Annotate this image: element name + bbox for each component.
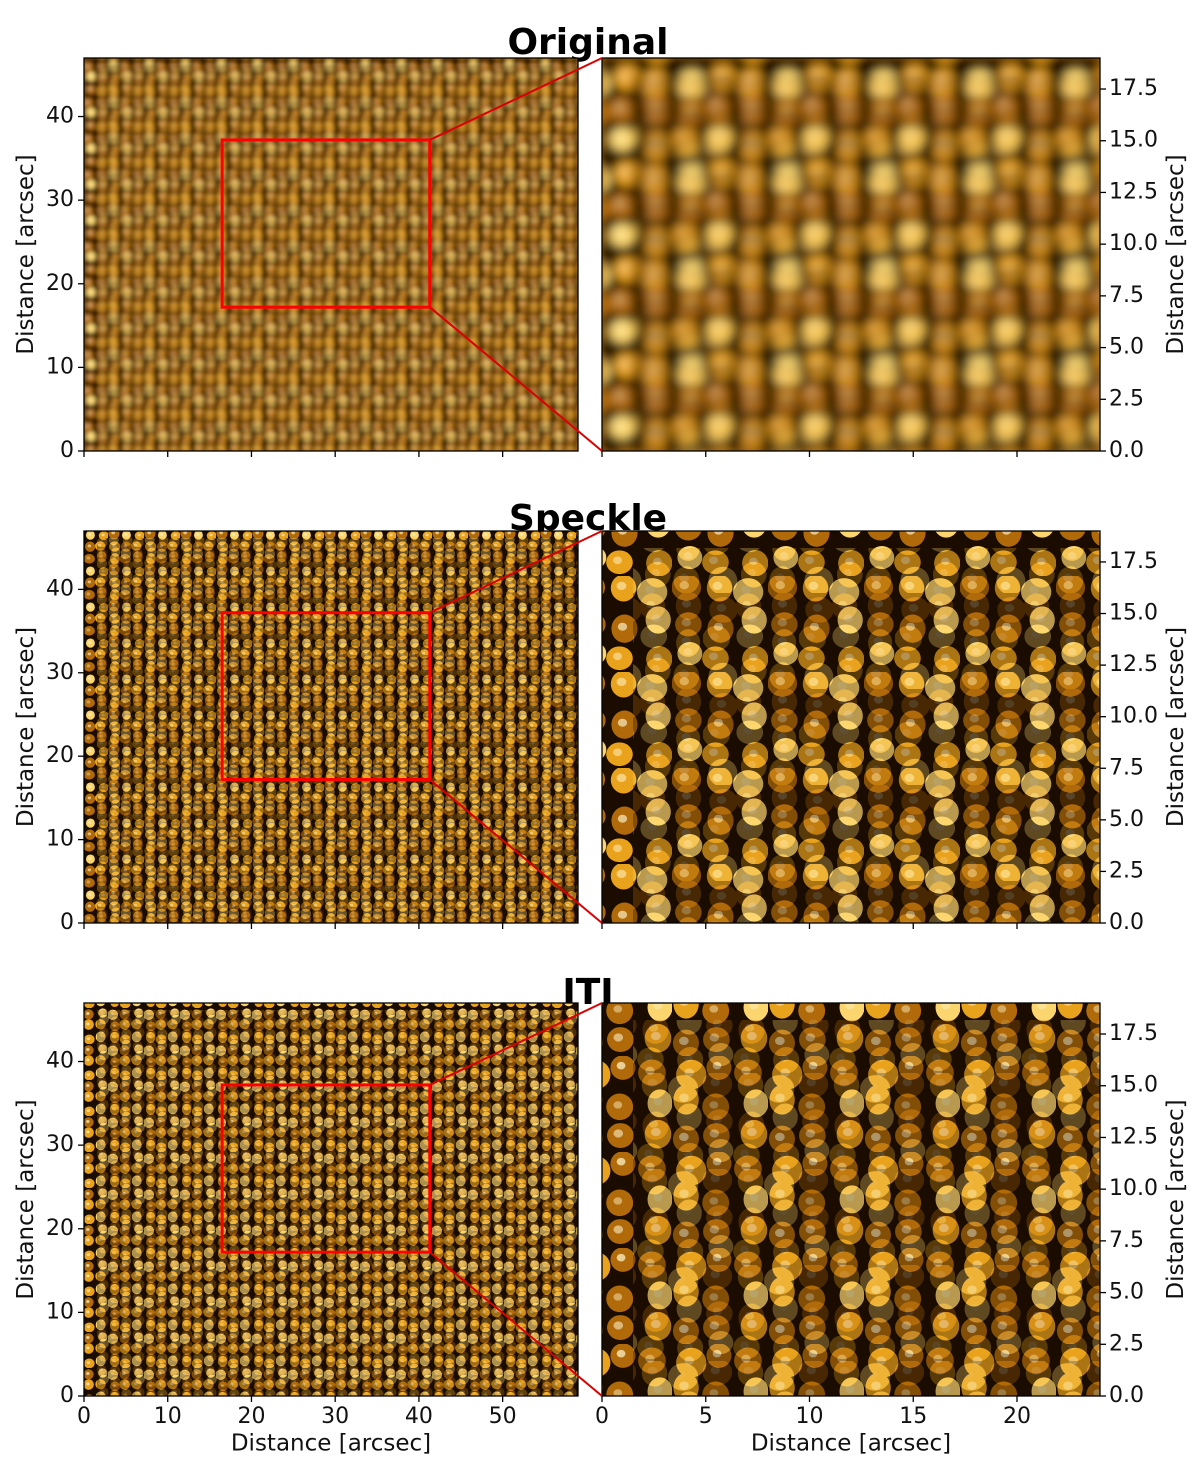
y-tick-label: 5.0	[1109, 1280, 1144, 1305]
y-tick-label: 17.5	[1109, 76, 1158, 101]
y-tick-label: 5.0	[1109, 335, 1144, 360]
zoom-connector-top	[429, 1002, 603, 1086]
zoom-connector-top	[429, 57, 603, 141]
right-y-axis-label: Distance [arcsec]	[1163, 627, 1189, 827]
x-tick-label: 0	[77, 1404, 91, 1429]
panel-iti: ITI0102030400.02.55.07.510.012.515.017.5…	[13, 972, 1189, 1457]
y-tick-label: 0.0	[1109, 910, 1144, 935]
y-tick-label: 10.0	[1109, 1176, 1158, 1201]
x-tick-label: 20	[1003, 1404, 1031, 1429]
y-tick-label: 7.5	[1109, 1228, 1144, 1253]
x-tick-label: 30	[321, 1404, 349, 1429]
y-tick-label: 0.0	[1109, 438, 1144, 463]
y-tick-label: 12.5	[1109, 179, 1158, 204]
y-tick-label: 40	[46, 576, 74, 601]
left-y-axis-label: Distance [arcsec]	[13, 154, 39, 354]
y-tick-label: 15.0	[1109, 601, 1158, 626]
zoomed-image	[602, 58, 1100, 451]
right-x-axis-label: Distance [arcsec]	[751, 1431, 951, 1457]
y-tick-label: 0	[60, 438, 74, 463]
right-axes-frame	[601, 530, 1101, 924]
full-field-image	[84, 58, 578, 451]
y-tick-label: 2.5	[1109, 858, 1144, 883]
x-tick-label: 10	[796, 1404, 824, 1429]
y-tick-label: 17.5	[1109, 549, 1158, 574]
left-axes-frame	[83, 530, 579, 924]
x-tick-label: 40	[405, 1404, 433, 1429]
y-tick-label: 15.0	[1109, 1073, 1158, 1098]
full-field-image	[84, 1003, 578, 1396]
y-tick-label: 10	[46, 1299, 74, 1324]
x-tick-label: 10	[154, 1404, 182, 1429]
y-tick-label: 30	[46, 660, 74, 685]
y-tick-label: 5.0	[1109, 807, 1144, 832]
panel-original: Original 0 10 20 30 40 0.0 2.5 5.0 7.5 10.0 12.5 15.…	[13, 22, 1189, 463]
zoom-connector-bottom	[429, 306, 603, 452]
zoom-box	[220, 138, 432, 309]
x-tick-label: 0	[595, 1404, 609, 1429]
right-y-axis-label: Distance [arcsec]	[1163, 154, 1189, 354]
y-tick-label: 30	[46, 187, 74, 212]
zoomed-image	[602, 531, 1100, 923]
y-tick-label: 2.5	[1109, 1331, 1144, 1356]
y-tick-label: 40	[46, 1049, 74, 1074]
y-tick-label: 20	[46, 1216, 74, 1241]
y-tick-label: 10	[46, 827, 74, 852]
zoom-connector-bottom	[429, 1251, 603, 1397]
y-tick-label: 20	[46, 743, 74, 768]
zoomed-image	[602, 1003, 1100, 1396]
y-tick-label: 10	[46, 354, 74, 379]
y-tick-label: 0	[60, 910, 74, 935]
right-axes-frame	[601, 1002, 1101, 1397]
full-field-image	[84, 531, 578, 923]
left-y-axis-label: Distance [arcsec]	[13, 627, 39, 827]
y-tick-label: 10.0	[1109, 704, 1158, 729]
y-tick-label: 30	[46, 1132, 74, 1157]
x-tick-label: 15	[899, 1404, 927, 1429]
zoom-box	[220, 611, 432, 782]
y-tick-label: 0.0	[1109, 1383, 1144, 1408]
y-tick-label: 17.5	[1109, 1021, 1158, 1046]
y-tick-label: 20	[46, 271, 74, 296]
zoom-connector-bottom	[429, 778, 603, 924]
left-y-axis-label: Distance [arcsec]	[13, 1099, 39, 1299]
left-axes-frame	[83, 1002, 579, 1397]
y-tick-label: 12.5	[1109, 1124, 1158, 1149]
y-tick-label: 7.5	[1109, 755, 1144, 780]
panel-title: Original	[507, 22, 668, 63]
x-tick-label: 50	[489, 1404, 517, 1429]
y-tick-label: 0	[60, 1383, 74, 1408]
x-tick-label: 20	[237, 1404, 265, 1429]
y-tick-label: 40	[46, 104, 74, 129]
right-y-axis-label: Distance [arcsec]	[1163, 1099, 1189, 1299]
zoom-box	[220, 1083, 432, 1254]
y-tick-label: 7.5	[1109, 283, 1144, 308]
x-tick-label: 5	[699, 1404, 713, 1429]
left-axes-frame	[83, 57, 579, 452]
y-tick-label: 12.5	[1109, 652, 1158, 677]
left-x-axis-label: Distance [arcsec]	[231, 1431, 431, 1457]
y-tick-label: 10.0	[1109, 231, 1158, 256]
right-axes-frame	[601, 57, 1101, 452]
panel-speckle: Speckle0102030400.02.55.07.510.012.515.0…	[13, 498, 1189, 935]
zoom-connector-top	[429, 530, 603, 614]
y-tick-label: 15.0	[1109, 128, 1158, 153]
y-tick-label: 2.5	[1109, 386, 1144, 411]
